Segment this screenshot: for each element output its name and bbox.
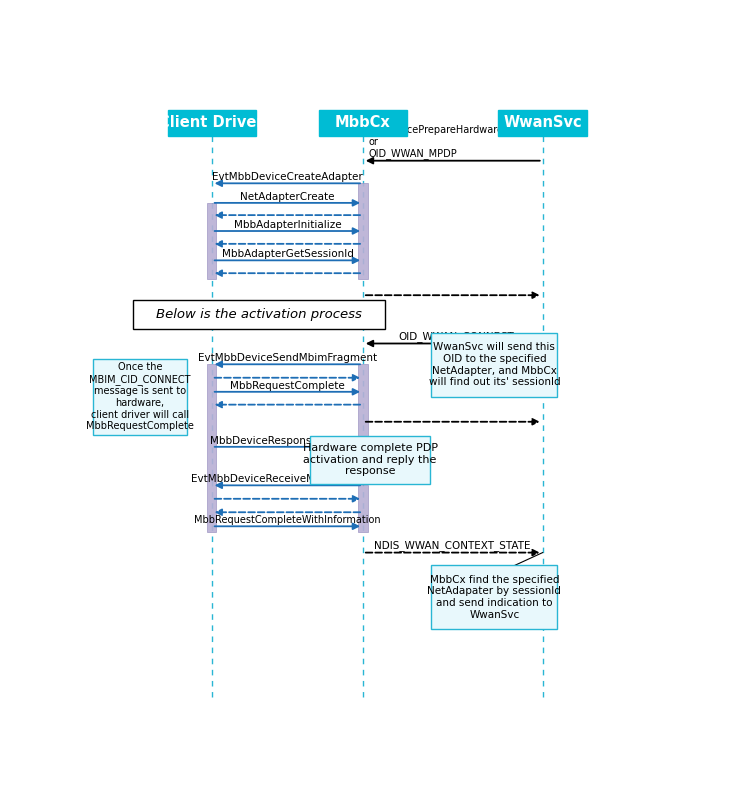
Text: WwanSvc will send this
OID to the specified
NetAdapter, and MbbCx
will find out : WwanSvc will send this OID to the specif… [428,342,560,387]
FancyBboxPatch shape [498,110,587,136]
FancyBboxPatch shape [319,110,407,136]
Text: Client Driver: Client Driver [160,115,264,130]
Text: MbbDeviceResponseAvailable: MbbDeviceResponseAvailable [210,436,365,445]
FancyBboxPatch shape [168,110,256,136]
FancyBboxPatch shape [93,359,187,434]
Text: MbbCx: MbbCx [335,115,391,130]
Text: MbbAdapterGetSessionId: MbbAdapterGetSessionId [222,249,353,259]
Bar [358,183,367,279]
FancyBboxPatch shape [431,333,557,397]
Text: EvtMbbDeviceSendMbimFragment: EvtMbbDeviceSendMbimFragment [198,353,378,363]
FancyBboxPatch shape [431,565,557,629]
Text: MbbRequestComplete: MbbRequestComplete [230,380,345,391]
Text: MbbCx find the specified
NetAdapater by sessionId
and send indication to
WwanSvc: MbbCx find the specified NetAdapater by … [428,575,562,619]
Text: Once the
MBIM_CID_CONNECT
message is sent to
hardware,
client driver will call
M: Once the MBIM_CID_CONNECT message is sen… [86,362,194,431]
Text: Hardware complete PDP
activation and reply the
response: Hardware complete PDP activation and rep… [302,443,438,476]
FancyBboxPatch shape [133,300,385,330]
Bar [358,485,367,533]
Text: Below is the activation process: Below is the activation process [156,308,362,322]
Text: EvtMbbDeviceCreateAdapter: EvtMbbDeviceCreateAdapter [212,172,363,182]
Text: EvtDevicePrepareHardware completed
or
OID_WWAN_MPDP: EvtDevicePrepareHardware completed or OI… [369,125,557,160]
Text: WwanSvc: WwanSvc [503,115,582,130]
FancyBboxPatch shape [310,436,431,484]
Bar [208,203,216,279]
Text: MbbRequestCompleteWithInformation: MbbRequestCompleteWithInformation [194,515,381,525]
Text: MbbAdapterInitialize: MbbAdapterInitialize [234,220,342,229]
Text: OID_WWAN_CONNECT: OID_WWAN_CONNECT [398,331,514,342]
Text: NDIS_WWAN_CONTEXT_STATE: NDIS_WWAN_CONTEXT_STATE [374,541,531,551]
Bar [358,364,367,450]
Text: NetAdapterCreate: NetAdapterCreate [241,191,335,202]
Bar [208,364,216,533]
Text: EvtMbbDeviceReceiveMbimFragment: EvtMbbDeviceReceiveMbimFragment [191,474,384,484]
